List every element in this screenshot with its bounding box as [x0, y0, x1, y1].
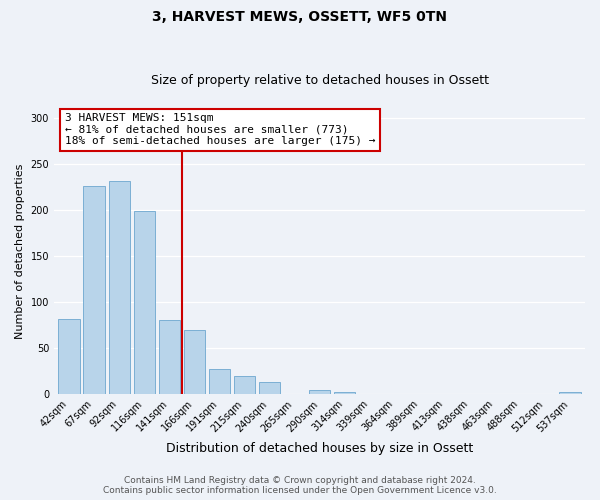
Text: 3, HARVEST MEWS, OSSETT, WF5 0TN: 3, HARVEST MEWS, OSSETT, WF5 0TN — [152, 10, 448, 24]
Bar — [134, 211, 155, 394]
Text: Contains HM Land Registry data © Crown copyright and database right 2024.
Contai: Contains HM Land Registry data © Crown c… — [103, 476, 497, 495]
Bar — [334, 392, 355, 394]
X-axis label: Distribution of detached houses by size in Ossett: Distribution of detached houses by size … — [166, 442, 473, 455]
Y-axis label: Number of detached properties: Number of detached properties — [15, 164, 25, 339]
Bar — [309, 390, 330, 394]
Bar — [83, 186, 105, 394]
Bar — [559, 392, 581, 394]
Bar — [234, 376, 255, 394]
Title: Size of property relative to detached houses in Ossett: Size of property relative to detached ho… — [151, 74, 488, 87]
Bar — [109, 180, 130, 394]
Bar — [209, 369, 230, 394]
Bar — [58, 318, 80, 394]
Text: 3 HARVEST MEWS: 151sqm
← 81% of detached houses are smaller (773)
18% of semi-de: 3 HARVEST MEWS: 151sqm ← 81% of detached… — [65, 114, 375, 146]
Bar — [259, 382, 280, 394]
Bar — [158, 320, 180, 394]
Bar — [184, 330, 205, 394]
